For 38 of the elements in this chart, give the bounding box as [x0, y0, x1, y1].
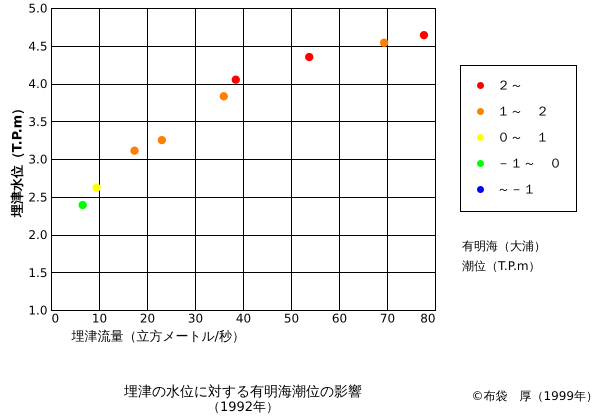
y-tick-label: 3.0	[28, 152, 48, 166]
point	[92, 184, 101, 192]
y-tick-label: 4.0	[28, 77, 48, 91]
legend-label: －１～ ０	[497, 156, 562, 172]
y-tick-label: 1.0	[28, 304, 48, 318]
point	[380, 38, 388, 47]
y-tick-label: 1.5	[28, 266, 48, 280]
legend-label: １～ ２	[497, 104, 549, 120]
text: （1992年）	[206, 400, 280, 415]
y-tick-label: 5.0	[28, 2, 48, 16]
y-tick-label: 2.5	[28, 190, 48, 204]
x-axis-title: 埋津流量（立方メートル/秒）	[70, 328, 245, 344]
y-tick-label: 2.0	[28, 228, 48, 242]
legend-label: ２～	[497, 78, 523, 94]
y-axis-title: 埋津水位（T.P.m）	[10, 102, 26, 218]
point	[305, 52, 314, 62]
point	[232, 76, 240, 84]
point	[130, 146, 139, 155]
legend-label: ０～ １	[497, 130, 549, 146]
text: 埋津の水位に対する有明海潮位の影響	[123, 384, 362, 400]
point	[420, 31, 428, 40]
point	[78, 200, 87, 210]
point	[220, 92, 228, 101]
x-tick-label: 0	[52, 312, 60, 326]
y-tick-label: 4.5	[28, 39, 48, 54]
legend-label: ～－１	[497, 182, 536, 198]
point	[158, 136, 166, 144]
x-tick-label: 20	[140, 312, 156, 326]
x-tick-label: 40	[236, 312, 252, 326]
x-tick-label: 80	[420, 312, 436, 326]
x-tick-label: 70	[380, 312, 396, 326]
x-tick-label: 60	[332, 312, 348, 326]
x-tick-label: 50	[284, 312, 300, 326]
y-tick-label: 3.5	[28, 114, 48, 129]
x-tick-label: 30	[188, 312, 204, 326]
x-tick-label: 10	[92, 312, 108, 326]
legend-title: 有明海（大浦）潮位（T.P.m）	[462, 238, 547, 275]
text: ©布袋 厚（1999年）	[471, 388, 598, 405]
